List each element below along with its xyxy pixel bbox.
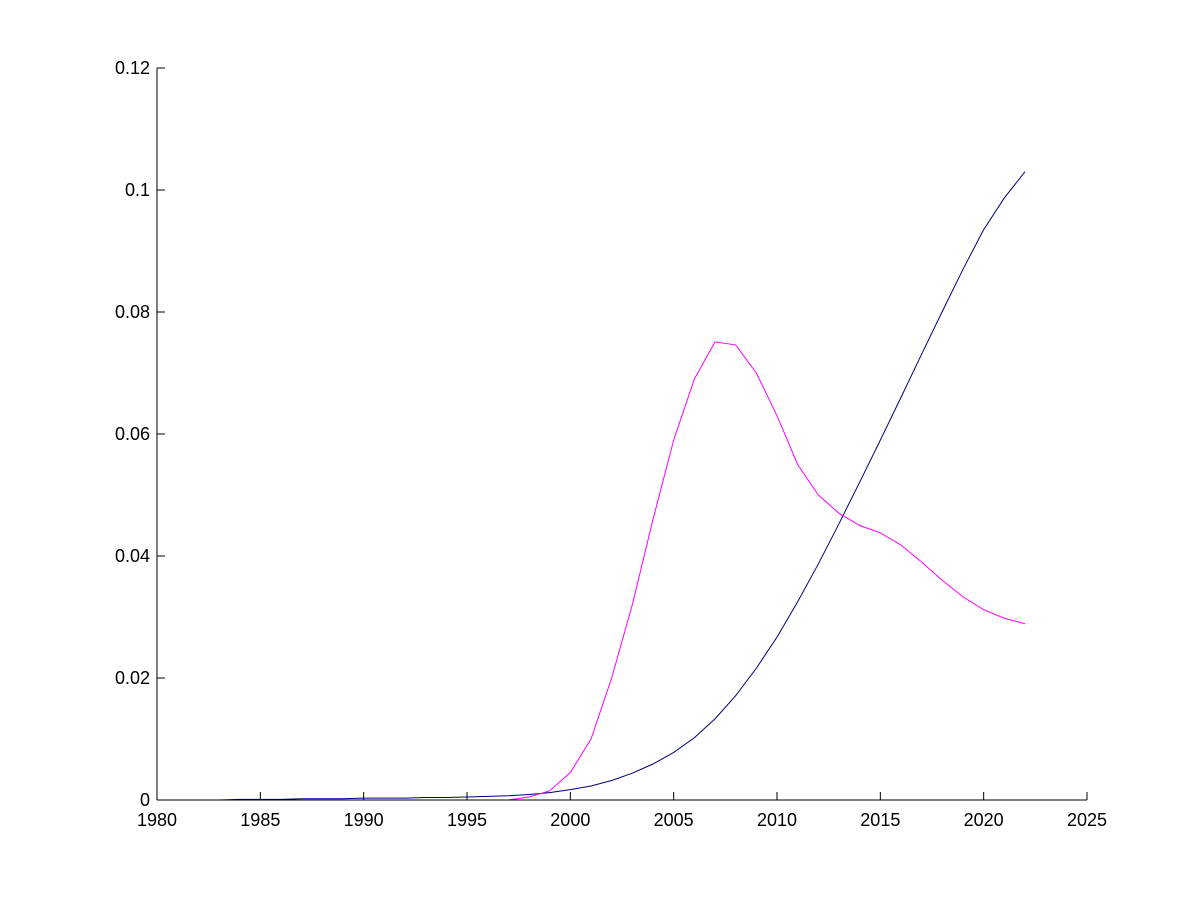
y-tick-label: 0.02 [115,668,150,688]
x-tick-label: 2005 [654,810,694,830]
y-tick-label: 0.1 [125,180,150,200]
series-layer [157,171,1026,801]
x-tick-label: 1980 [137,810,177,830]
x-tick-label: 1995 [447,810,487,830]
x-tick-label: 2000 [550,810,590,830]
x-tick-label: 2020 [964,810,1004,830]
y-tick-label: 0 [140,790,150,810]
series-line-1 [157,171,1026,801]
y-tick-label: 0.04 [115,546,150,566]
axes-layer: 1980 1985 1990 1995 2000 2005 2010 2015 2020 2025… [115,58,1107,830]
x-tick-label: 2025 [1067,810,1107,830]
x-tick-label: 1985 [240,810,280,830]
y-tick-label: 0.12 [115,58,150,78]
x-tick-label: 1990 [344,810,384,830]
x-tick-label: 2010 [757,810,797,830]
y-tick-label: 0.08 [115,302,150,322]
y-tick-label: 0.06 [115,424,150,444]
x-tick-label: 2015 [860,810,900,830]
